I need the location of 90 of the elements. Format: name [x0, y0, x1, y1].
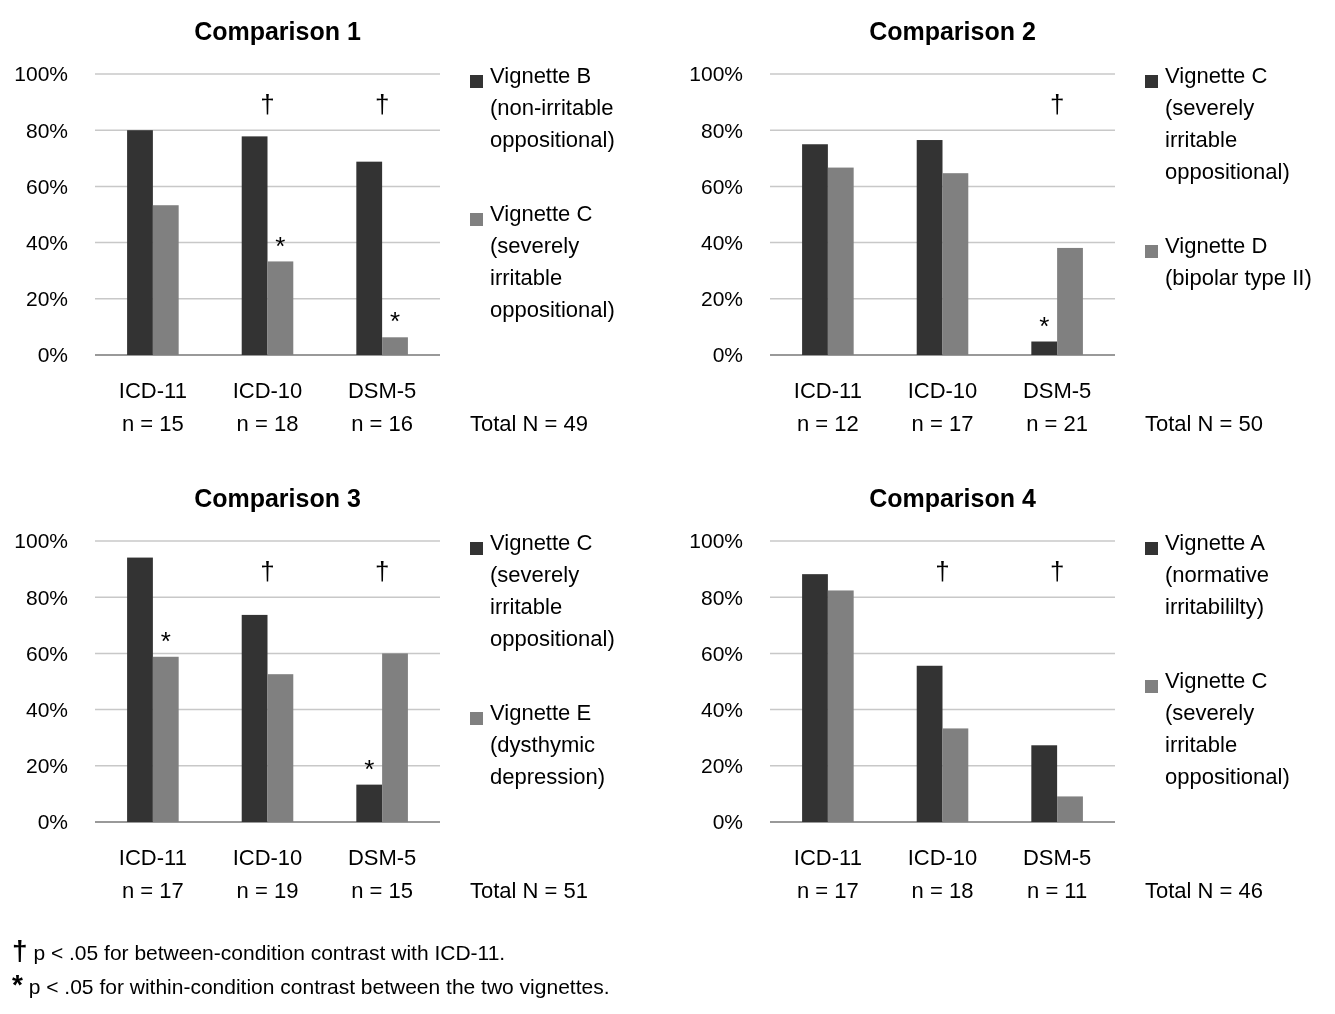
- chart-title: Comparison 3: [194, 484, 361, 512]
- x-tick-label: ICD-10 n = 18: [232, 378, 303, 436]
- bar: [267, 674, 294, 822]
- bar: [1031, 341, 1058, 355]
- bar: [942, 728, 969, 822]
- bar: [241, 136, 268, 355]
- chart-title: Comparison 2: [869, 17, 1036, 45]
- x-tick-label: DSM-5 n = 11: [1022, 845, 1092, 903]
- y-tick-label: 60%: [25, 174, 68, 198]
- legend-label: Vignette C (severely irritable oppositional): [490, 201, 615, 322]
- bar: [1057, 247, 1083, 355]
- y-tick-label: 80%: [25, 118, 68, 142]
- x-tick-label: ICD-10 n = 18: [907, 845, 978, 903]
- annotation: *: [275, 230, 286, 261]
- x-tick-label: ICD-10 n = 17: [907, 378, 978, 436]
- x-tick-label: ICD-11 n = 15: [118, 378, 187, 436]
- bar: [1031, 745, 1058, 822]
- legend-label: Vignette A (normative irritabililty): [1165, 530, 1269, 619]
- text: Total N = 49: [470, 411, 589, 436]
- bar: [802, 574, 828, 822]
- y-tick-label: 20%: [700, 754, 743, 778]
- y-tick-label: 20%: [25, 754, 68, 778]
- annotation: *: [389, 306, 401, 337]
- text: Total N = 50: [1145, 411, 1264, 436]
- bar: [942, 173, 969, 355]
- y-tick-label: 80%: [700, 585, 743, 609]
- bar: [127, 130, 153, 355]
- bar: [382, 337, 408, 355]
- legend-label: Vignette C (severely irritable oppositional): [1165, 668, 1290, 789]
- annotation: †: [1049, 556, 1065, 587]
- annotation: *: [160, 625, 171, 656]
- y-tick-label: 20%: [25, 287, 68, 311]
- annotation: *: [364, 753, 375, 784]
- bar: [802, 144, 828, 355]
- legend-label: Vignette E (dysthymic depression): [490, 700, 605, 789]
- bar: [382, 653, 408, 822]
- legend-label: Vignette D (bipolar type II): [1165, 233, 1312, 290]
- y-tick-label: 20%: [700, 287, 743, 311]
- annotation: †: [935, 556, 950, 587]
- chart-title: Comparison 1: [194, 17, 361, 45]
- y-tick-label: 0%: [712, 343, 743, 367]
- chart-title: Comparison 4: [869, 484, 1036, 512]
- bar: [267, 261, 294, 355]
- y-tick-label: 40%: [25, 230, 68, 254]
- annotation: †: [260, 556, 275, 587]
- annotation: †: [1049, 89, 1065, 120]
- y-tick-label: 100%: [14, 529, 68, 553]
- y-tick-label: 0%: [37, 343, 68, 367]
- annotation: *: [1039, 310, 1050, 341]
- bar: [356, 784, 383, 822]
- y-tick-label: 60%: [700, 174, 743, 198]
- y-tick-label: 60%: [700, 641, 743, 665]
- bar: [152, 656, 179, 822]
- text: Total N = 46: [1145, 878, 1264, 903]
- text: † p < .05 for between-condition contrast with ICD-11.: [12, 935, 506, 966]
- x-tick-label: ICD-11 n = 12: [793, 378, 862, 436]
- bar: [827, 167, 854, 355]
- y-tick-label: 0%: [37, 810, 68, 834]
- x-tick-label: DSM-5 n = 15: [347, 845, 417, 903]
- bar: [152, 205, 179, 355]
- bar: [1057, 796, 1083, 822]
- y-tick-label: 40%: [700, 230, 743, 254]
- y-tick-label: 40%: [700, 697, 743, 721]
- text: * p < .05 for within-condition contrast between the two vignettes.: [12, 969, 610, 1000]
- y-tick-label: 60%: [25, 641, 68, 665]
- annotation: †: [374, 556, 390, 587]
- y-tick-label: 100%: [689, 529, 743, 553]
- annotation: †: [260, 89, 275, 120]
- x-tick-label: ICD-11 n = 17: [793, 845, 862, 903]
- y-tick-label: 0%: [712, 810, 743, 834]
- y-tick-label: 100%: [689, 62, 743, 86]
- bar: [827, 590, 854, 822]
- x-tick-label: DSM-5 n = 16: [347, 378, 417, 436]
- legend-label: Vignette B (non-irritable oppositional): [490, 63, 615, 152]
- x-tick-label: ICD-11 n = 17: [118, 845, 187, 903]
- bar: [241, 614, 268, 822]
- y-tick-label: 80%: [25, 585, 68, 609]
- bar: [356, 161, 383, 355]
- bar: [127, 557, 153, 822]
- x-tick-label: ICD-10 n = 19: [232, 845, 303, 903]
- y-tick-label: 80%: [700, 118, 743, 142]
- x-tick-label: DSM-5 n = 21: [1022, 378, 1092, 436]
- bar: [916, 140, 943, 355]
- legend-label: Vignette C (severely irritable oppositional): [1165, 63, 1290, 184]
- bar: [916, 665, 943, 822]
- annotation: †: [374, 89, 390, 120]
- y-tick-label: 100%: [14, 62, 68, 86]
- legend-label: Vignette C (severely irritable oppositional): [490, 530, 615, 651]
- text: Total N = 51: [470, 878, 589, 903]
- y-tick-label: 40%: [25, 697, 68, 721]
